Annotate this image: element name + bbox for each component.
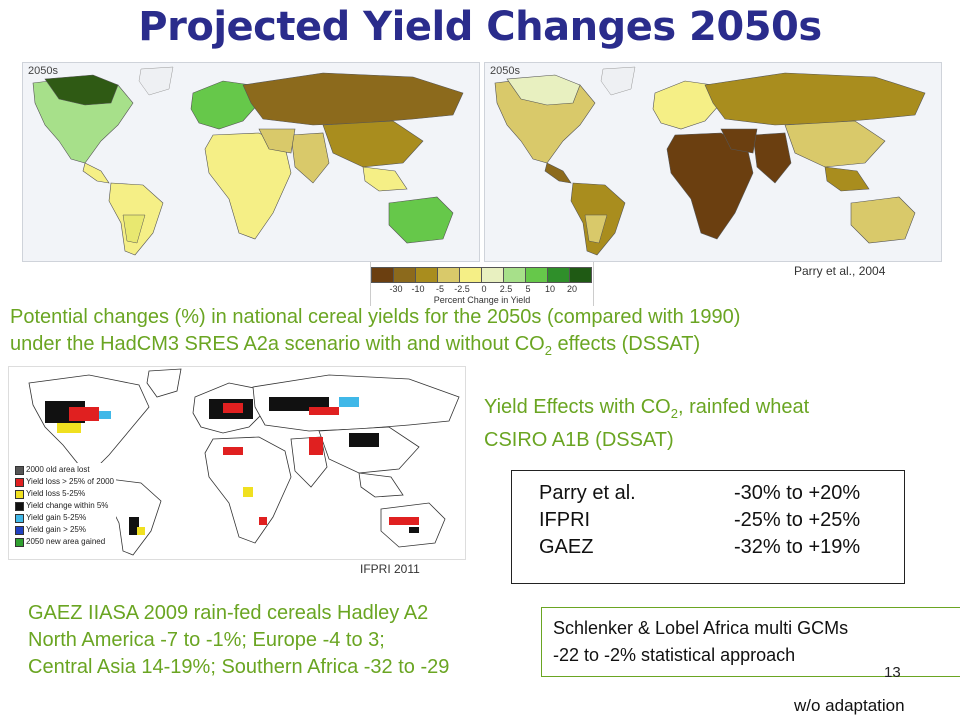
scale-tick-label: 20	[566, 284, 577, 294]
map-period-label: 2050s	[28, 65, 58, 77]
world-map-1	[32, 66, 464, 256]
scale-tick-label: -10	[411, 284, 425, 294]
ifpri-legend: 2000 old area lost Yield loss > 25% of 20…	[13, 463, 116, 549]
footer-note: w/o adaptation	[794, 696, 905, 715]
scale-swatch	[569, 267, 592, 283]
legend-label: Yield gain 5-25%	[26, 513, 87, 522]
schlenker-line-1: Schlenker & Lobel Africa multi GCMs	[553, 618, 849, 638]
range-source: IFPRI	[539, 509, 591, 531]
legend-swatch	[15, 489, 24, 499]
credit-ifpri: IFPRI 2011	[360, 562, 420, 576]
scale-swatch	[547, 267, 570, 283]
gaez-line-3: Central Asia 14-19%; Southern Africa -32…	[28, 656, 450, 678]
legend-label: 2000 old area lost	[26, 465, 90, 474]
scale-title: Percent Change in Yield	[433, 295, 531, 305]
yield-effects-line-2: CSIRO A1B (DSSAT)	[484, 429, 674, 451]
legend-label: Yield gain > 25%	[26, 525, 86, 534]
range-source: Parry et al.	[539, 482, 636, 504]
legend-swatch	[15, 501, 24, 511]
ranges-list: Parry et al. -30% to +20% IFPRI -25% to +25…	[539, 480, 904, 561]
scale-swatch	[481, 267, 504, 283]
world-map-outline	[28, 368, 460, 556]
legend-swatch	[15, 477, 24, 487]
scale-swatch	[459, 267, 482, 283]
range-row: GAEZ -32% to +19%	[539, 534, 904, 561]
legend-item: Yield loss > 25% of 2000	[15, 476, 114, 488]
legend-swatch	[15, 537, 24, 547]
yield-effects-line-1: Yield Effects with CO2, rainfed wheat	[484, 396, 810, 421]
legend-label: Yield loss > 25% of 2000	[26, 477, 114, 486]
world-map-2	[494, 66, 926, 256]
range-value: -32% to +19%	[734, 536, 861, 558]
scale-swatch	[393, 267, 416, 283]
yield-scale-legend: -30 -10 -5 -2.5 0 2.5 5 10 20 Percent Change in …	[370, 262, 594, 306]
range-row: Parry et al. -30% to +20%	[539, 480, 904, 507]
scale-swatch	[503, 267, 526, 283]
scale-tick-label: 2.5	[499, 284, 513, 294]
yield-map-without-co2: 2050s	[484, 62, 942, 262]
schlenker-line-2: -22 to -2% statistical approach	[553, 645, 796, 665]
map-caption: Potential changes (%) in national cereal…	[10, 304, 950, 364]
yield-ranges-box: Parry et al. -30% to +20% IFPRI -25% to +25…	[511, 470, 905, 584]
scale-swatch	[415, 267, 438, 283]
legend-swatch	[15, 525, 24, 535]
credit-parry: Parry et al., 2004	[794, 264, 886, 278]
legend-item: Yield gain 5-25%	[15, 512, 114, 524]
legend-item: 2000 old area lost	[15, 464, 114, 476]
legend-label: Yield loss 5-25%	[26, 489, 86, 498]
scale-tick-label: 10	[544, 284, 555, 294]
range-value: -30% to +20%	[734, 482, 861, 504]
scale-tick-label: -2.5	[454, 284, 470, 294]
scale-tick-label: 5	[525, 284, 531, 294]
gaez-text: GAEZ IIASA 2009 rain-fed cereals Hadley …	[28, 600, 449, 681]
legend-swatch	[15, 465, 24, 475]
legend-item: Yield loss 5-25%	[15, 488, 114, 500]
legend-swatch	[15, 513, 24, 523]
scale-tick-label: -30	[389, 284, 403, 294]
yield-effects-text: Yield Effects with CO2, rainfed wheat CS…	[484, 394, 809, 454]
scale-ticks: -30 -10 -5 -2.5 0 2.5 5 10 20	[385, 284, 583, 294]
legend-label: Yield change within 5%	[26, 501, 109, 510]
yield-map-with-co2: 2050s	[22, 62, 480, 262]
caption-line-1: Potential changes (%) in national cereal…	[10, 306, 741, 328]
schlenker-box: Schlenker & Lobel Africa multi GCMs -22 …	[541, 607, 960, 677]
slide-title: Projected Yield Changes 2050s	[138, 4, 822, 50]
scale-tick-label: 0	[481, 284, 487, 294]
scale-swatch	[525, 267, 548, 283]
gaez-line-1: GAEZ IIASA 2009 rain-fed cereals Hadley …	[28, 602, 429, 624]
range-value: -25% to +25%	[734, 509, 861, 531]
legend-item: Yield gain > 25%	[15, 524, 114, 536]
range-row: IFPRI -25% to +25%	[539, 507, 904, 534]
legend-item: 2050 new area gained	[15, 536, 114, 548]
page-number: 13	[884, 664, 901, 681]
scale-color-bar	[371, 267, 592, 283]
gaez-line-2: North America -7 to -1%; Europe -4 to 3;	[28, 629, 385, 651]
range-source: GAEZ	[539, 536, 594, 558]
yield-points	[45, 397, 419, 535]
scale-swatch	[371, 267, 394, 283]
ifpri-wheat-map: 2000 old area lost Yield loss > 25% of 20…	[8, 366, 466, 560]
scale-tick-label: -5	[435, 284, 444, 294]
legend-item: Yield change within 5%	[15, 500, 114, 512]
legend-label: 2050 new area gained	[26, 537, 106, 546]
map-period-label: 2050s	[490, 65, 520, 77]
scale-swatch	[437, 267, 460, 283]
caption-line-2: under the HadCM3 SRES A2a scenario with …	[10, 333, 701, 358]
